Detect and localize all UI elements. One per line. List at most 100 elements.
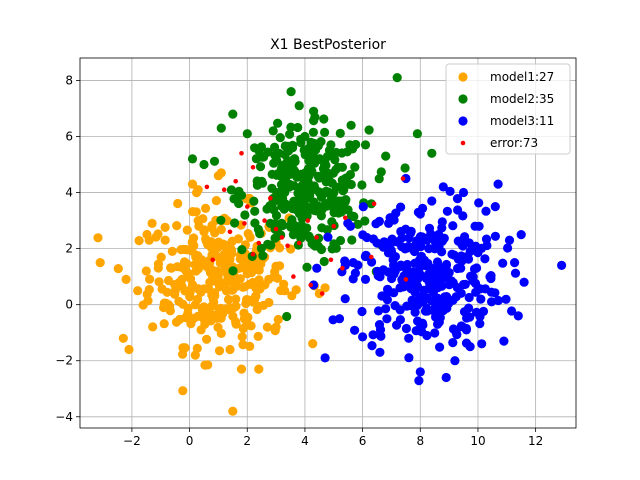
data-point	[237, 245, 247, 255]
data-point	[374, 174, 384, 184]
data-point	[442, 206, 452, 216]
data-point	[428, 287, 438, 297]
data-point	[404, 353, 414, 363]
data-point	[121, 274, 131, 284]
data-point	[438, 273, 448, 283]
data-point	[256, 142, 267, 152]
data-point	[413, 207, 423, 217]
data-point	[331, 223, 337, 229]
data-point	[189, 313, 199, 324]
data-point	[358, 202, 368, 212]
data-point	[507, 306, 517, 316]
data-point	[242, 221, 247, 226]
data-point	[250, 251, 256, 257]
data-point	[445, 186, 455, 196]
data-point	[412, 300, 423, 310]
data-point	[183, 303, 193, 313]
data-point	[200, 319, 210, 329]
data-point	[432, 257, 443, 267]
data-point	[431, 271, 441, 281]
data-point	[435, 342, 445, 352]
data-point	[401, 323, 411, 334]
data-point	[448, 278, 458, 288]
data-point	[221, 187, 227, 192]
data-point	[286, 122, 296, 132]
data-point	[364, 125, 374, 135]
data-point	[246, 321, 256, 331]
legend-marker	[458, 94, 468, 104]
data-point	[147, 218, 157, 228]
data-point	[193, 251, 203, 261]
data-point	[306, 137, 316, 147]
y-tick-label: 0	[65, 298, 73, 312]
data-point	[248, 277, 258, 288]
data-point	[304, 231, 314, 241]
data-point	[273, 226, 279, 232]
data-point	[462, 313, 472, 323]
data-point	[148, 322, 158, 332]
data-point	[299, 145, 309, 155]
data-point	[269, 158, 279, 168]
data-point	[209, 156, 220, 166]
data-point	[201, 203, 211, 213]
data-point	[154, 277, 164, 287]
data-point	[438, 182, 448, 192]
data-point	[481, 234, 492, 244]
data-point	[381, 151, 391, 161]
data-point	[145, 274, 155, 284]
data-point	[214, 346, 225, 356]
data-point	[357, 180, 367, 190]
data-point	[257, 152, 267, 162]
data-point	[278, 194, 288, 204]
data-point	[476, 294, 486, 304]
data-point	[346, 211, 357, 221]
data-point	[328, 257, 334, 263]
data-point	[174, 296, 184, 306]
data-point	[401, 173, 411, 184]
data-point	[452, 263, 463, 274]
data-point	[296, 134, 306, 144]
data-point	[230, 218, 240, 228]
data-point	[458, 211, 468, 221]
data-point	[406, 301, 416, 311]
data-point	[218, 239, 228, 249]
data-point	[166, 263, 176, 273]
data-point	[402, 265, 412, 275]
data-point	[457, 322, 467, 332]
data-point	[430, 328, 440, 338]
data-point	[372, 266, 383, 276]
data-point	[270, 326, 280, 336]
data-point	[262, 322, 272, 332]
data-point	[294, 101, 304, 111]
data-point	[187, 280, 198, 290]
data-point	[182, 313, 192, 323]
data-point	[275, 243, 285, 253]
data-point	[293, 122, 303, 133]
data-point	[319, 161, 329, 171]
data-point	[251, 291, 261, 301]
y-tick-label: 6	[65, 129, 73, 143]
data-point	[124, 344, 134, 355]
data-point	[231, 317, 241, 327]
data-point	[350, 325, 360, 335]
data-point	[258, 251, 268, 261]
data-point	[199, 159, 209, 170]
data-point	[170, 289, 180, 299]
data-point	[95, 258, 105, 268]
chart-title: X1 BestPosterior	[270, 37, 386, 53]
data-point	[238, 282, 248, 292]
data-point	[228, 266, 238, 276]
data-point	[153, 259, 163, 269]
data-point	[427, 196, 437, 206]
data-point	[320, 353, 330, 363]
data-point	[156, 252, 166, 262]
data-point	[270, 150, 280, 160]
data-point	[343, 218, 353, 228]
data-point	[448, 221, 458, 231]
data-point	[474, 198, 484, 208]
data-point	[461, 338, 472, 348]
data-point	[282, 311, 292, 322]
data-point	[376, 331, 386, 341]
x-tick-label: 12	[528, 434, 543, 448]
data-point	[255, 229, 265, 239]
